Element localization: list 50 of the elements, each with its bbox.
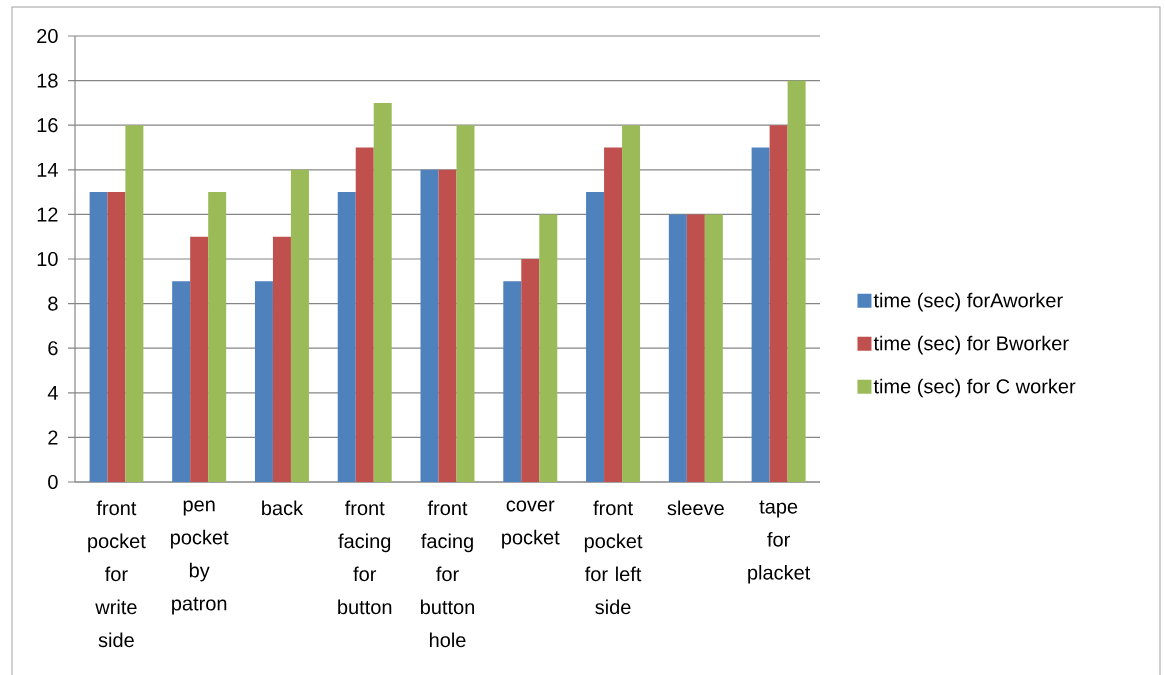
bar (586, 192, 605, 482)
legend-label: time (sec) for C worker (873, 378, 1076, 398)
bar (373, 102, 392, 482)
bar (420, 169, 439, 482)
bar (290, 169, 309, 482)
x-tick-label: back (262, 500, 304, 516)
bar (190, 236, 209, 482)
bar (172, 281, 191, 482)
legend-label: time (sec) forAworker (873, 292, 1063, 312)
y-tick-label: 10 (37, 251, 58, 267)
y-tick-label: 18 (37, 73, 58, 88)
bar (503, 281, 522, 482)
bar (539, 214, 558, 482)
x-tick-label: sleeve (667, 500, 724, 516)
y-tick-label: 14 (37, 162, 58, 177)
bar (456, 125, 475, 482)
y-tick-label: 16 (37, 118, 58, 133)
legend-label: time (sec) for Bworker (873, 335, 1069, 355)
bar (604, 147, 623, 482)
x-tick-label: cover pocket (502, 500, 560, 549)
y-tick-label: 20 (37, 28, 58, 44)
y-tick-label: 4 (47, 385, 58, 400)
bar (769, 125, 788, 482)
y-tick-label: 12 (37, 207, 58, 222)
bar (787, 80, 806, 482)
x-tick-label: pen pocket by patron (170, 500, 229, 615)
bar (438, 169, 457, 482)
x-tick-label: tape for placket (748, 500, 811, 584)
x-tick-label: front pocket for left side (584, 500, 643, 615)
y-tick-label: 0 (48, 474, 58, 490)
bar (686, 214, 705, 482)
y-tick-label: 8 (48, 296, 58, 311)
bar (704, 214, 723, 482)
bar (208, 192, 227, 482)
bar (125, 125, 144, 482)
bar (107, 192, 126, 482)
x-tick-label: front pocket for write side (88, 500, 146, 648)
bar (337, 192, 356, 482)
y-tick-label: 6 (48, 341, 58, 356)
bar (89, 192, 108, 482)
bar (668, 214, 687, 482)
x-tick-label: front facing for button hole (420, 500, 474, 648)
bar (622, 125, 641, 482)
y-tick-label: 2 (48, 430, 58, 445)
bar (751, 147, 770, 482)
bar (355, 147, 374, 482)
bar (521, 259, 540, 482)
bar (272, 236, 291, 482)
bar (254, 281, 273, 482)
x-tick-label: front facing for button (338, 500, 392, 615)
